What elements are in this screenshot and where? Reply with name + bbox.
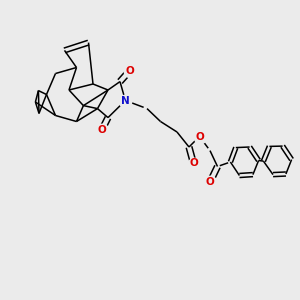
Text: O: O [195,131,204,142]
Text: N: N [121,95,130,106]
Text: O: O [206,177,214,187]
Text: O: O [189,158,198,169]
Text: O: O [98,124,106,135]
Text: O: O [125,65,134,76]
